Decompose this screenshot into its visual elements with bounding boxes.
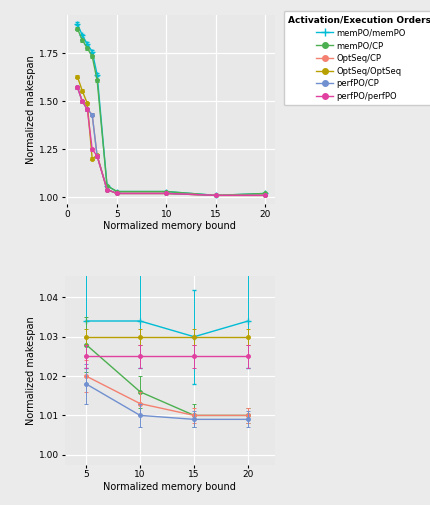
Legend: memPO/memPO, memPO/CP, OptSeq/CP, OptSeq/OptSeq, perfPO/CP, perfPO/perfPO: memPO/memPO, memPO/CP, OptSeq/CP, OptSeq… (284, 12, 430, 105)
Y-axis label: Normalized makespan: Normalized makespan (26, 55, 36, 164)
X-axis label: Normalized memory bound: Normalized memory bound (103, 221, 236, 231)
X-axis label: Normalized memory bound: Normalized memory bound (103, 482, 236, 492)
Y-axis label: Normalized makespan: Normalized makespan (26, 316, 36, 425)
